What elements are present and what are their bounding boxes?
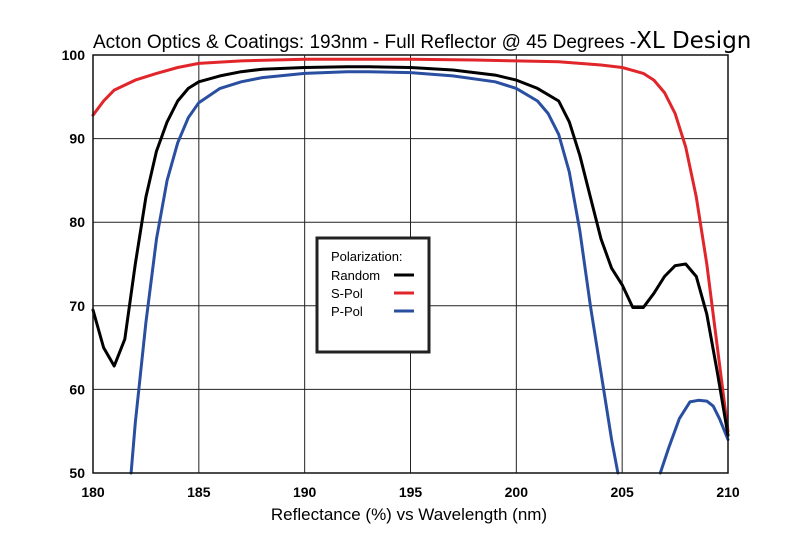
legend-label-s-pol: S-Pol (331, 286, 363, 301)
y-tick-label: 70 (69, 298, 85, 314)
y-tick-label: 90 (69, 131, 85, 147)
plot-frame (92, 54, 729, 474)
y-tick-label: 80 (69, 214, 85, 230)
y-axis-ticks: 50 60 70 80 90 100 (62, 47, 86, 481)
chart-title: Acton Optics & Coatings: 193nm - Full Re… (93, 28, 751, 54)
series-line-s-pol (91, 57, 730, 433)
y-tick-label: 50 (69, 465, 85, 481)
x-tick-label: 180 (81, 484, 105, 500)
x-tick-label: 210 (716, 484, 740, 500)
x-tick-label: 200 (505, 484, 529, 500)
series-line-random (91, 65, 730, 437)
chart-title-text: Acton Optics & Coatings: 193nm - Full Re… (93, 32, 636, 53)
x-axis-ticks: 180 185 190 195 200 205 210 (81, 484, 740, 500)
x-tick-label: 185 (187, 484, 211, 500)
legend-box (315, 236, 431, 354)
legend-label-random: Random (331, 268, 380, 283)
x-tick-label: 205 (610, 484, 634, 500)
x-tick-label: 195 (399, 484, 423, 500)
y-tick-label: 60 (69, 381, 85, 397)
series-line-p-pol (129, 70, 620, 475)
legend-title: Polarization: (331, 249, 403, 264)
legend-items: Random S-Pol P-Pol (331, 268, 414, 319)
legend: Polarization: Random S-Pol P-Pol (315, 236, 431, 354)
chart-title-suffix: XL Design (636, 28, 751, 54)
x-tick-label: 190 (293, 484, 317, 500)
y-tick-label: 100 (62, 47, 86, 63)
series-layer (91, 57, 730, 475)
series-line-p-pol (658, 398, 730, 475)
x-axis-label: Reflectance (%) vs Wavelength (nm) (271, 505, 547, 524)
legend-label-p-pol: P-Pol (331, 304, 363, 319)
